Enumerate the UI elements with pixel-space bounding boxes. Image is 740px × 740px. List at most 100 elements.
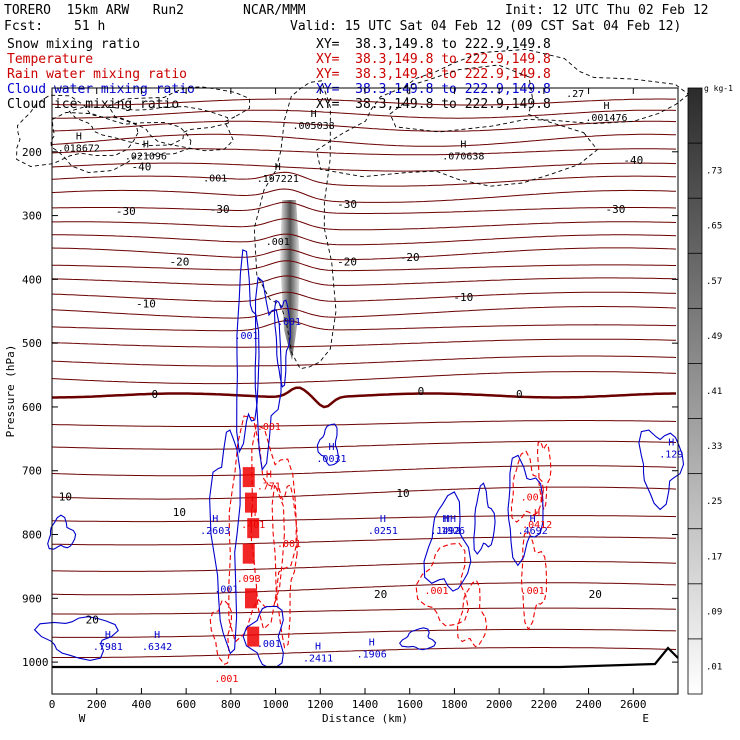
cloud-water-max-marker: H bbox=[105, 630, 111, 641]
cloud-ice-max-value: .005038 bbox=[293, 121, 335, 132]
cloud-ice-max-value: .001476 bbox=[585, 113, 627, 124]
snow-shading bbox=[280, 200, 300, 360]
x-tick-label: 1000 bbox=[262, 698, 289, 711]
cloud-water-max-marker: H bbox=[212, 514, 218, 525]
cloud-ice-contour bbox=[389, 48, 690, 133]
x-tick-label: 200 bbox=[87, 698, 107, 711]
cloud-water-max-marker: H bbox=[154, 630, 160, 641]
cloud-water-max-value: .0031 bbox=[316, 454, 346, 465]
cloud-water-max-value: .129 bbox=[659, 450, 683, 461]
cloud-ice-contour bbox=[50, 111, 192, 173]
cloud-water-contour bbox=[638, 429, 685, 511]
isotherm bbox=[52, 628, 677, 638]
rain-contour-label: .093 bbox=[237, 574, 261, 585]
isotherm bbox=[51, 465, 677, 477]
isotherm bbox=[51, 275, 677, 286]
cloud-ice-contour bbox=[107, 86, 251, 152]
y-tick-label: 400 bbox=[22, 273, 42, 286]
model-title: TORERO 15km ARW Run2 bbox=[4, 3, 185, 18]
isotherm-label: -20 bbox=[337, 256, 357, 269]
x-tick-label: 1600 bbox=[396, 698, 423, 711]
legend-xy: XY= 38.3,149.8 to 222.9,149.8 bbox=[316, 82, 551, 97]
rain-max-marker: H bbox=[250, 508, 256, 519]
cloud-ice-max-value: .021096 bbox=[125, 152, 167, 163]
cloud-ice-max-marker: H bbox=[311, 109, 317, 120]
cloud-water-contour bbox=[33, 616, 119, 661]
isotherm-label: 0 bbox=[516, 388, 523, 401]
x-tick-label: 2200 bbox=[531, 698, 558, 711]
isotherm bbox=[52, 218, 677, 231]
legend-xy: XY= 38.3,149.8 to 222.9,149.8 bbox=[316, 37, 551, 52]
x-tick-label: 2000 bbox=[486, 698, 513, 711]
cloud-water-contour-label: .001 bbox=[277, 317, 301, 328]
isotherm bbox=[52, 233, 677, 246]
isotherm bbox=[51, 247, 677, 261]
y-tick-label: 700 bbox=[22, 465, 42, 478]
cloud-water-contour bbox=[47, 514, 77, 550]
rain-max-value: .401 bbox=[241, 520, 265, 531]
rain-core bbox=[247, 626, 260, 647]
cloud-water-contour-label: .001 bbox=[214, 585, 238, 596]
cloud-water-max-value: .7981 bbox=[93, 642, 123, 653]
isotherm bbox=[51, 291, 677, 302]
colorbar-tick-label: .25 bbox=[706, 497, 722, 507]
cloud-water-contour-label: .001 bbox=[257, 639, 281, 650]
colorbar-tick-label: .01 bbox=[706, 662, 722, 672]
x-tick-label: 600 bbox=[176, 698, 196, 711]
cloud-ice-max-marker: H bbox=[603, 101, 609, 112]
forecast-label: Fcst: bbox=[4, 19, 44, 34]
y-tick-label: 500 bbox=[22, 337, 42, 350]
rain-contour bbox=[209, 599, 232, 665]
isotherm-label: -40 bbox=[623, 154, 643, 167]
isotherm-label: -20 bbox=[169, 256, 189, 269]
legend-label: Snow mixing ratio bbox=[7, 37, 141, 52]
isotherm bbox=[51, 486, 677, 500]
isotherm bbox=[51, 371, 677, 385]
isotherm bbox=[52, 582, 677, 596]
cloud-water-max-marker: H bbox=[315, 642, 321, 653]
colorbar-tick-label: .17 bbox=[706, 552, 722, 562]
cloud-water-max-marker: H bbox=[380, 514, 386, 525]
cloud-ice-max-value: .197221 bbox=[257, 174, 299, 185]
isotherm bbox=[51, 133, 677, 147]
isotherm bbox=[51, 148, 677, 156]
cloud-ice-contour bbox=[16, 94, 139, 167]
cloud-ice-contour-label: .001 bbox=[266, 237, 290, 248]
valid-time: Valid: 15 UTC Sat 04 Feb 12 (09 CST Sat … bbox=[290, 19, 682, 34]
rain-contour bbox=[415, 542, 470, 627]
isotherm bbox=[52, 109, 677, 119]
isotherm bbox=[51, 355, 677, 367]
cloud-water-max-marker: HH bbox=[444, 514, 456, 525]
cloud-water-max-value: .4692 bbox=[518, 526, 548, 537]
cloud-water-max-marker: H bbox=[530, 514, 536, 525]
rain-core bbox=[244, 492, 257, 513]
colorbar-tick-label: .41 bbox=[706, 387, 722, 397]
cloud-ice-max-marker: H bbox=[143, 140, 149, 151]
rain-max-value: .0412 bbox=[522, 520, 552, 531]
legend-xy: XY= 38.3,149.8 to 222.9,149.8 bbox=[316, 67, 551, 82]
legend-label: Temperature bbox=[7, 52, 94, 67]
cloud-water-max-value: .0251 bbox=[368, 526, 398, 537]
y-tick-label: 900 bbox=[22, 592, 42, 605]
rain-max-marker: H bbox=[534, 508, 540, 519]
rain-contour-label: .001 bbox=[277, 539, 301, 550]
isotherm-label: 10 bbox=[59, 490, 72, 503]
isotherm-label: 20 bbox=[589, 588, 602, 601]
colorbar-tick-label: .09 bbox=[706, 607, 722, 617]
isotherm-label: -10 bbox=[453, 291, 473, 304]
x-tick-label: 800 bbox=[221, 698, 241, 711]
colorbar bbox=[687, 87, 703, 695]
isotherm bbox=[51, 320, 676, 332]
isotherm-label: -30 bbox=[337, 198, 357, 211]
isotherm bbox=[51, 560, 677, 572]
isotherm bbox=[52, 536, 677, 546]
isotherm-label: -40 bbox=[131, 160, 151, 173]
cloud-ice-max-value: .018672 bbox=[58, 143, 100, 154]
x-tick-label: 2400 bbox=[575, 698, 602, 711]
cloud-water-contour bbox=[507, 454, 544, 567]
forecast-hours: 51 h bbox=[74, 19, 106, 34]
cloud-ice-max-marker: H bbox=[275, 162, 281, 173]
rain-contour bbox=[456, 579, 488, 648]
x-tick-label: 400 bbox=[131, 698, 151, 711]
